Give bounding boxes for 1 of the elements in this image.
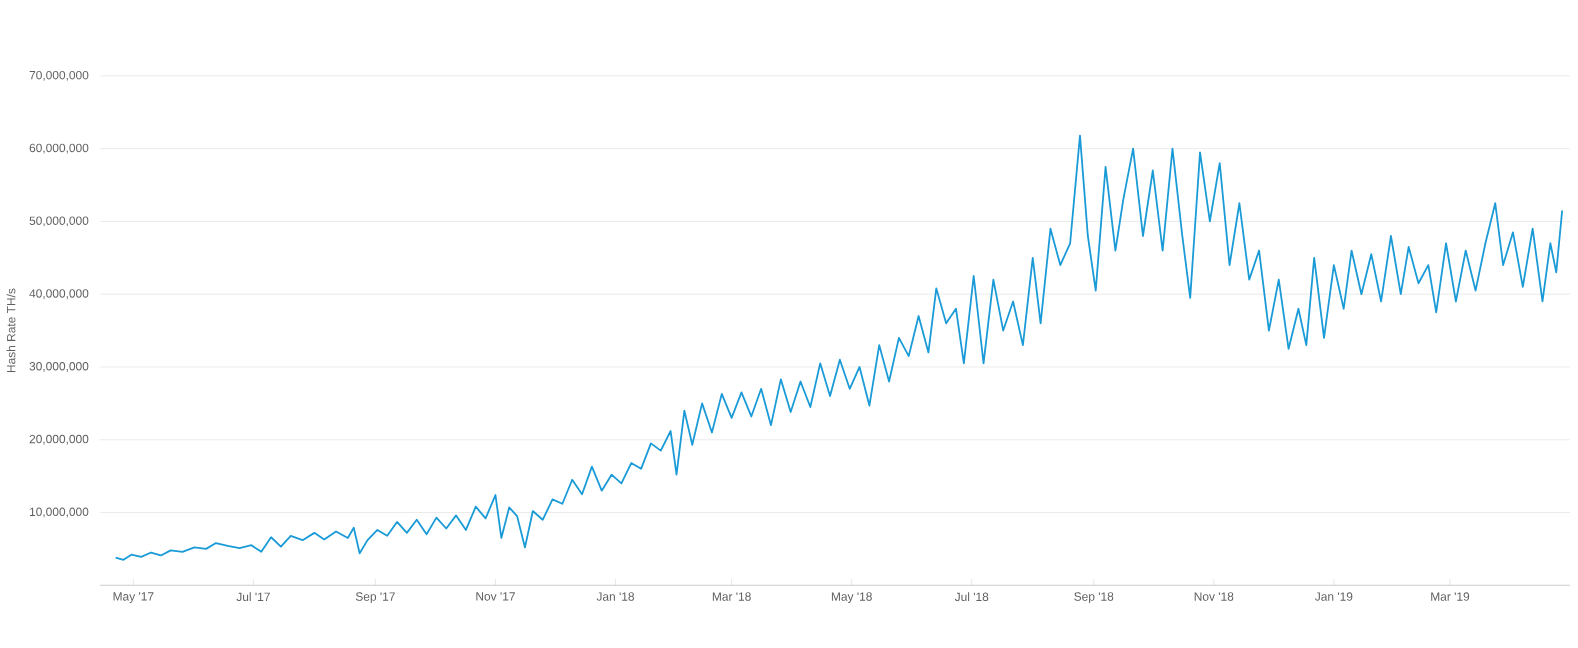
line-series [114,135,1564,562]
